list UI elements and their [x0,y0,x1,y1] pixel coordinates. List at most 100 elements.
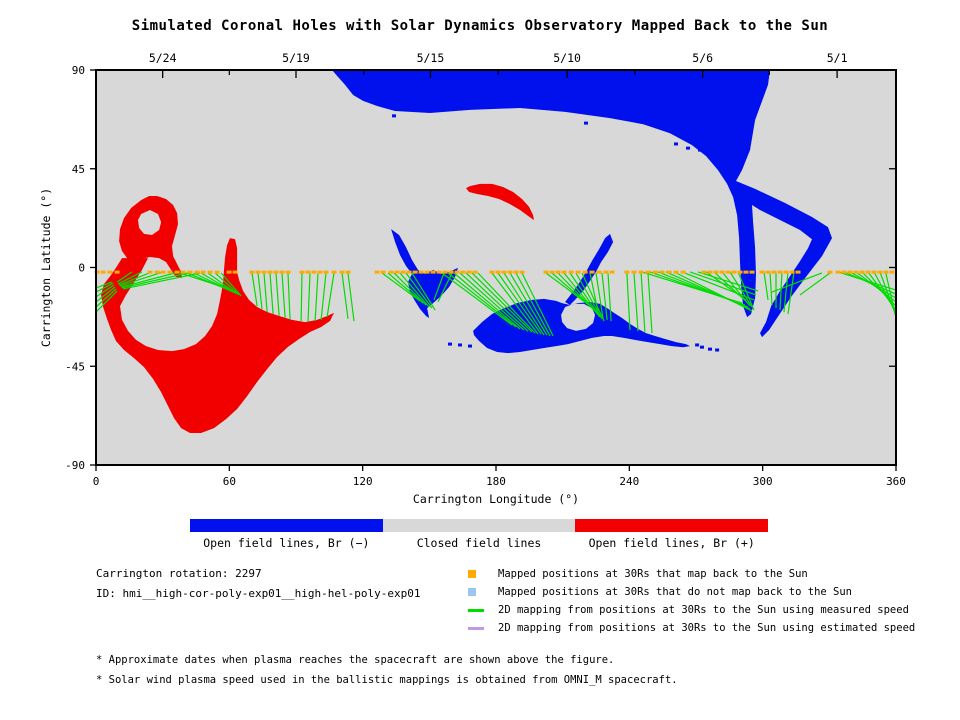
mapped-position-dot [609,270,615,274]
measured-speed-mapping-line [95,281,113,289]
mapped-position-dot [877,270,883,274]
date-axis-label: 5/19 [282,51,310,65]
coronal-speck [698,148,702,152]
measured-speed-mapping-line [459,272,525,331]
coronal-speck [686,146,690,150]
key-row-measured: 2D mapping from positions at 30Rs to the… [468,601,915,619]
mapped-position-dot [871,270,877,274]
mapped-position-dot [501,270,507,274]
info-block: Carrington rotation: 2297 ID: hmi__high-… [96,564,421,604]
measured-speed-mapping-line [737,271,755,311]
region-open-field-br-positive-head [119,196,182,278]
measured-speed-mapping-line [771,272,823,293]
mapped-position-dot [889,270,895,274]
measured-speed-mapping-line [287,272,291,320]
coronal-speck [700,345,704,349]
measured-speed-mapping-line [465,272,529,332]
carrington-rotation-label: Carrington rotation: 2297 [96,567,262,580]
measured-speed-mapping-line [521,272,554,337]
unmapped-position-swatch-icon [468,588,484,596]
measured-speed-mapping-line [515,272,551,337]
measured-speed-mapping-line [347,272,355,322]
measured-speed-mapping-line [119,271,164,287]
mapped-position-dot [160,270,166,274]
measured-speed-mapping-line [769,271,773,306]
mapped-position-dot [489,270,495,274]
measured-speed-mapping-line [95,284,115,298]
mapped-position-dot [374,270,380,274]
measured-speed-mapping-line [433,272,445,301]
mapped-position-dot [631,270,637,274]
key-row-estimated: 2D mapping from positions at 30Rs to the… [468,619,915,637]
x-axis-tick-label: 60 [223,475,236,488]
y-axis-tick-label: 45 [72,163,85,176]
date-axis-label: 5/6 [692,51,713,65]
mapped-position-dot [305,270,311,274]
y-axis-tick-label: 90 [72,64,85,77]
measured-speed-mapping-line [399,272,430,308]
key-row-mapped: Mapped positions at 30Rs that map back t… [468,565,915,583]
x-axis-tick-label: 0 [93,475,100,488]
mapped-position-dot [582,270,588,274]
measured-speed-mapping-line [763,271,769,301]
measured-speed-mapping-line [640,272,646,333]
mapped-position-dot [743,270,749,274]
x-axis-tick-label: 180 [486,475,506,488]
measured-speed-mapping-line [729,271,753,308]
measured-speed-mapping-line [393,272,427,306]
measured-speed-mapping-line [263,272,268,313]
measured-speed-mapping-line [214,272,240,296]
measured-speed-mapping-line [117,271,143,285]
mapped-position-dot [759,270,765,274]
mapped-position-dot [232,270,238,274]
mapped-position-dot [255,270,261,274]
mapped-position-dot [561,270,567,274]
mapped-position-dot [331,270,337,274]
date-axis-label: 5/10 [553,51,581,65]
mapped-position-dot [827,270,833,274]
measured-speed-mapping-line [220,272,242,297]
mapped-position-dot [603,270,609,274]
mapped-position-dot [267,270,273,274]
footnote-dates: * Approximate dates when plasma reaches … [96,654,615,666]
mapped-position-dot [589,270,595,274]
measured-speed-mapping-line [120,272,176,288]
colorbar-label-br-positive: Open field lines, Br (+) [588,536,755,550]
date-axis-label: 5/15 [417,51,445,65]
colorbar-label-closed: Closed field lines [416,536,542,550]
mapped-position-dot [865,270,871,274]
mapped-position-dot [789,270,795,274]
mapped-position-dot [680,270,686,274]
key-label-mapped: Mapped positions at 30Rs that map back t… [498,568,808,580]
key-label-measured: 2D mapping from positions at 30Rs to the… [498,604,909,616]
mapped-position-dot [466,270,472,274]
mapped-position-dot [424,270,430,274]
measured-speed-mapping-line [491,272,539,335]
region-open-field-br-positive-main [101,238,334,433]
measured-speed-mapping-line [779,271,783,311]
mapped-position-dot [187,270,193,274]
mapped-position-dot [261,270,267,274]
mapped-position-dot [737,270,743,274]
measured-speed-mapping-line [95,286,116,303]
measured-speed-mapping-line [95,282,114,293]
measured-speed-mapping-line [116,271,133,283]
region-open-field-br-positive-crescent [466,183,534,221]
mapped-position-dot [180,270,186,274]
mapped-position-dot [380,270,386,274]
mapped-position-dot [731,270,737,274]
x-axis-title: Carrington Longitude (°) [413,492,579,506]
measured-speed-mapping-line [281,272,286,319]
measured-speed-mapping-line [275,272,280,317]
measured-speed-mapping-line [320,272,327,321]
measured-speed-mapping-line [381,272,421,302]
mapped-position-dot [406,270,412,274]
mapped-position-dot [519,270,525,274]
measured-speed-line-icon [468,608,484,612]
mapped-position-dot [841,270,847,274]
colorbar-segment-closed [382,519,576,532]
coronal-speck [458,343,462,347]
measured-speed-mapping-line [673,271,753,312]
key-row-unmapped: Mapped positions at 30Rs that do not map… [468,583,915,601]
